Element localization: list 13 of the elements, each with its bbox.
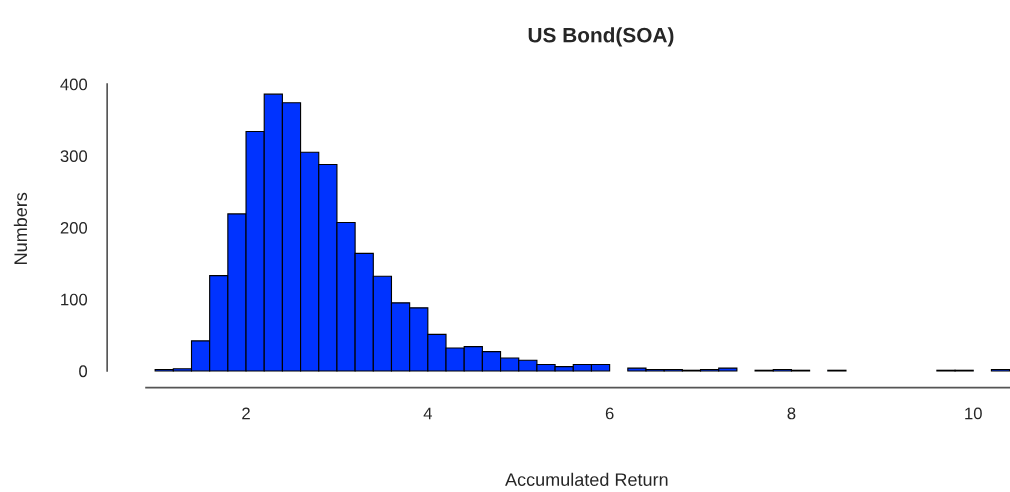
x-tick-label: 2 (242, 407, 250, 420)
x-tick-label: 4 (423, 407, 432, 420)
y-tick-label: 300 (60, 150, 88, 163)
y-tick-label: 100 (61, 293, 88, 306)
x-tick-label: 10 (965, 407, 982, 420)
x-tick-label: 6 (605, 407, 614, 420)
y-tick-label: 200 (60, 221, 88, 234)
chart-title: US Bond(SOA) (528, 27, 674, 47)
y-tick-label: 400 (60, 78, 88, 91)
x-tick-label: 8 (787, 407, 796, 420)
y-tick-label: 0 (79, 365, 88, 378)
y-axis-title: Numbers (13, 192, 28, 264)
x-axis-title: Accumulated Return (505, 472, 668, 487)
